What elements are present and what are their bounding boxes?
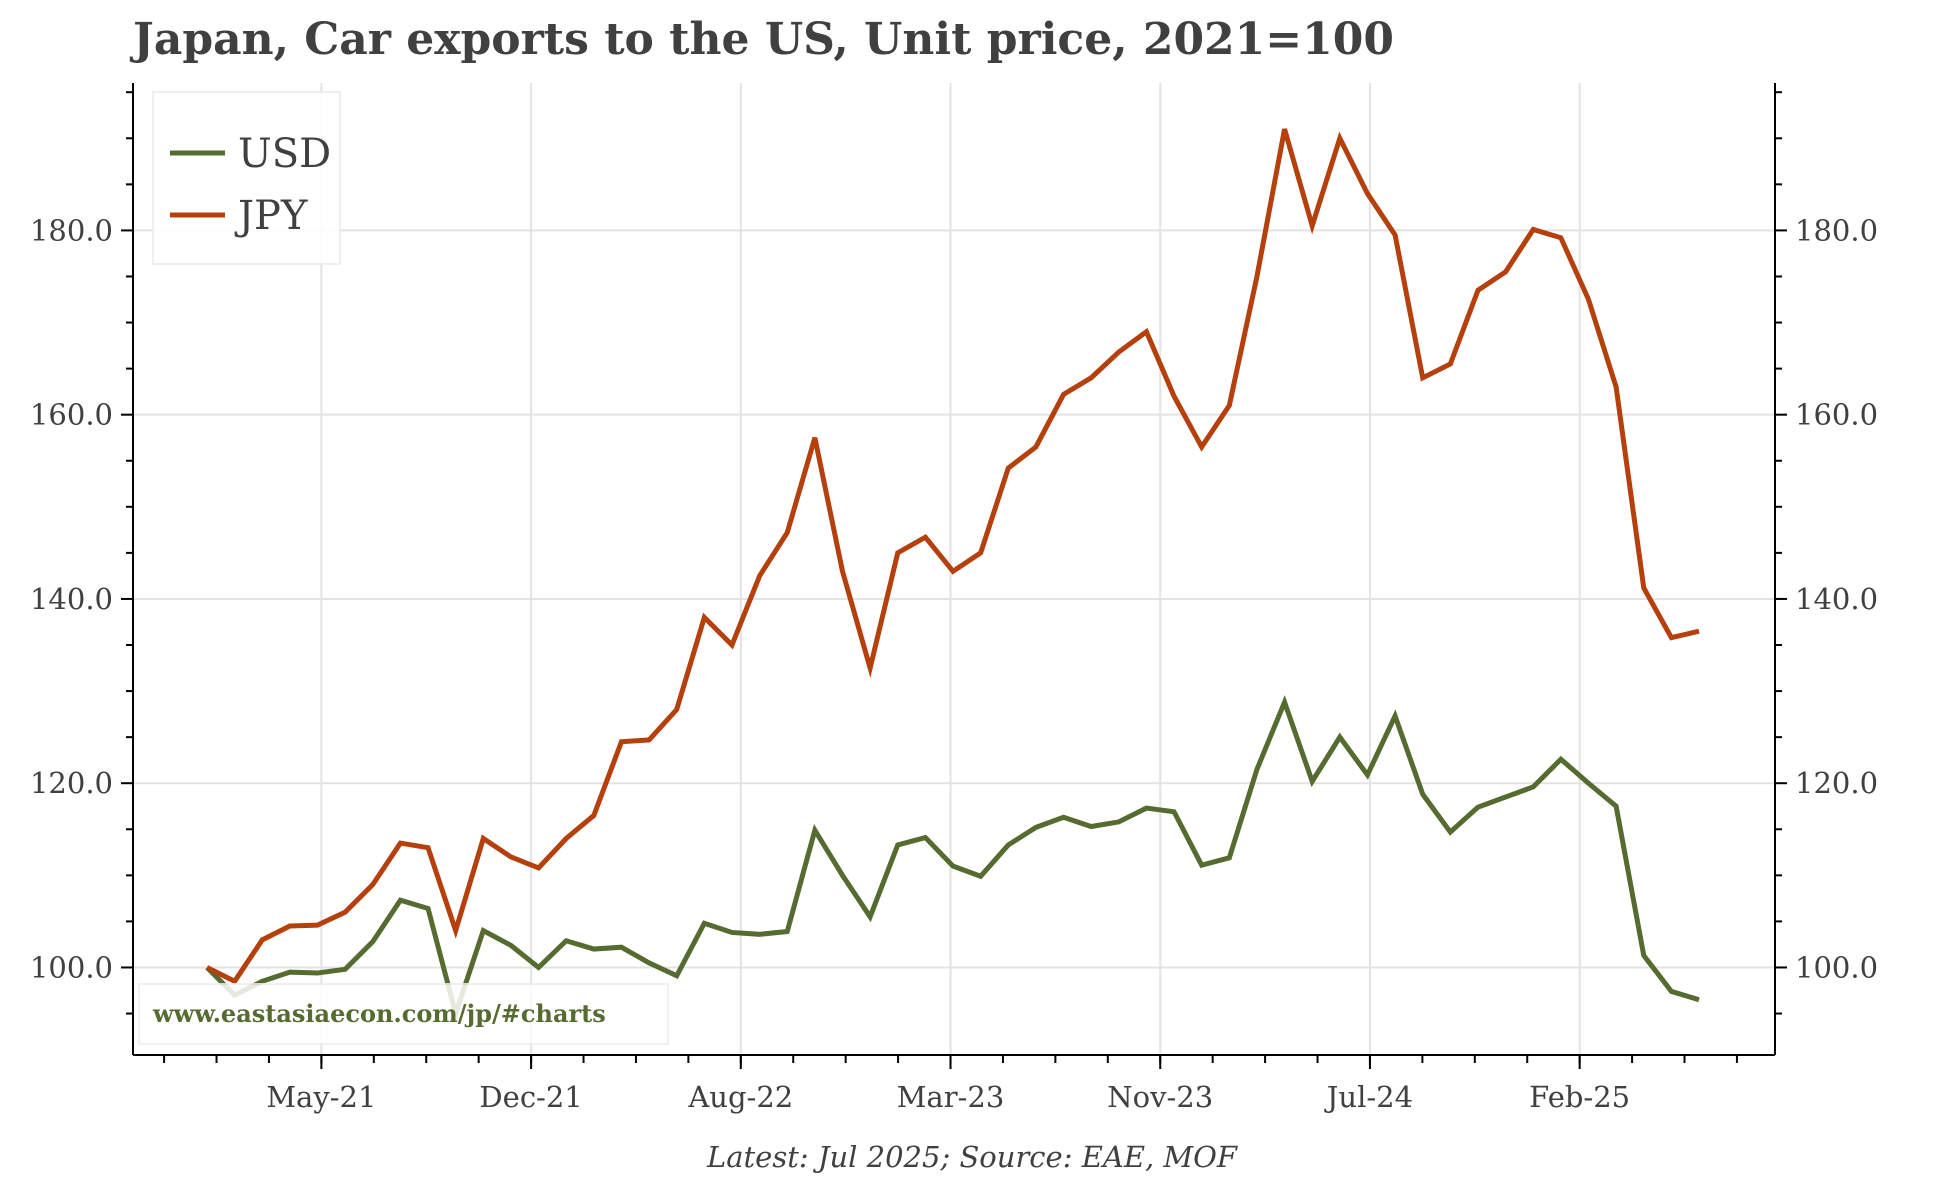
x-tick-label: Aug-22 xyxy=(687,1080,793,1114)
x-tick-label: Jul-24 xyxy=(1324,1080,1413,1114)
x-tick-label: Nov-23 xyxy=(1107,1080,1213,1114)
y-tick-label-right: 100.0 xyxy=(1795,950,1878,984)
chart-title: Japan, Car exports to the US, Unit price… xyxy=(133,14,1395,65)
y-tick-label-left: 100.0 xyxy=(30,950,113,984)
x-tick-label: Mar-23 xyxy=(897,1080,1005,1114)
y-tick-label-left: 120.0 xyxy=(30,766,113,800)
legend-box xyxy=(152,91,341,265)
y-tick-label-right: 180.0 xyxy=(1795,213,1878,247)
chart-footer: Latest: Jul 2025; Source: EAE, MOF xyxy=(706,1140,1238,1174)
y-tick-label-right: 140.0 xyxy=(1795,582,1878,616)
x-tick-label: Dec-21 xyxy=(479,1080,582,1114)
y-tick-label-left: 160.0 xyxy=(30,398,113,432)
x-tick-label: May-21 xyxy=(266,1080,376,1114)
y-tick-label-right: 120.0 xyxy=(1795,766,1878,800)
legend-label-jpy: JPY xyxy=(234,193,308,239)
y-tick-label-left: 180.0 xyxy=(30,213,113,247)
watermark-box xyxy=(138,983,669,1045)
legend-label-usd: USD xyxy=(238,131,331,177)
series-line-jpy xyxy=(205,128,1700,985)
y-tick-label-left: 140.0 xyxy=(30,582,113,616)
y-tick-label-right: 160.0 xyxy=(1795,398,1878,432)
watermark: www.eastasiaecon.com/jp/#charts xyxy=(152,999,606,1028)
x-tick-label: Feb-25 xyxy=(1529,1080,1630,1114)
